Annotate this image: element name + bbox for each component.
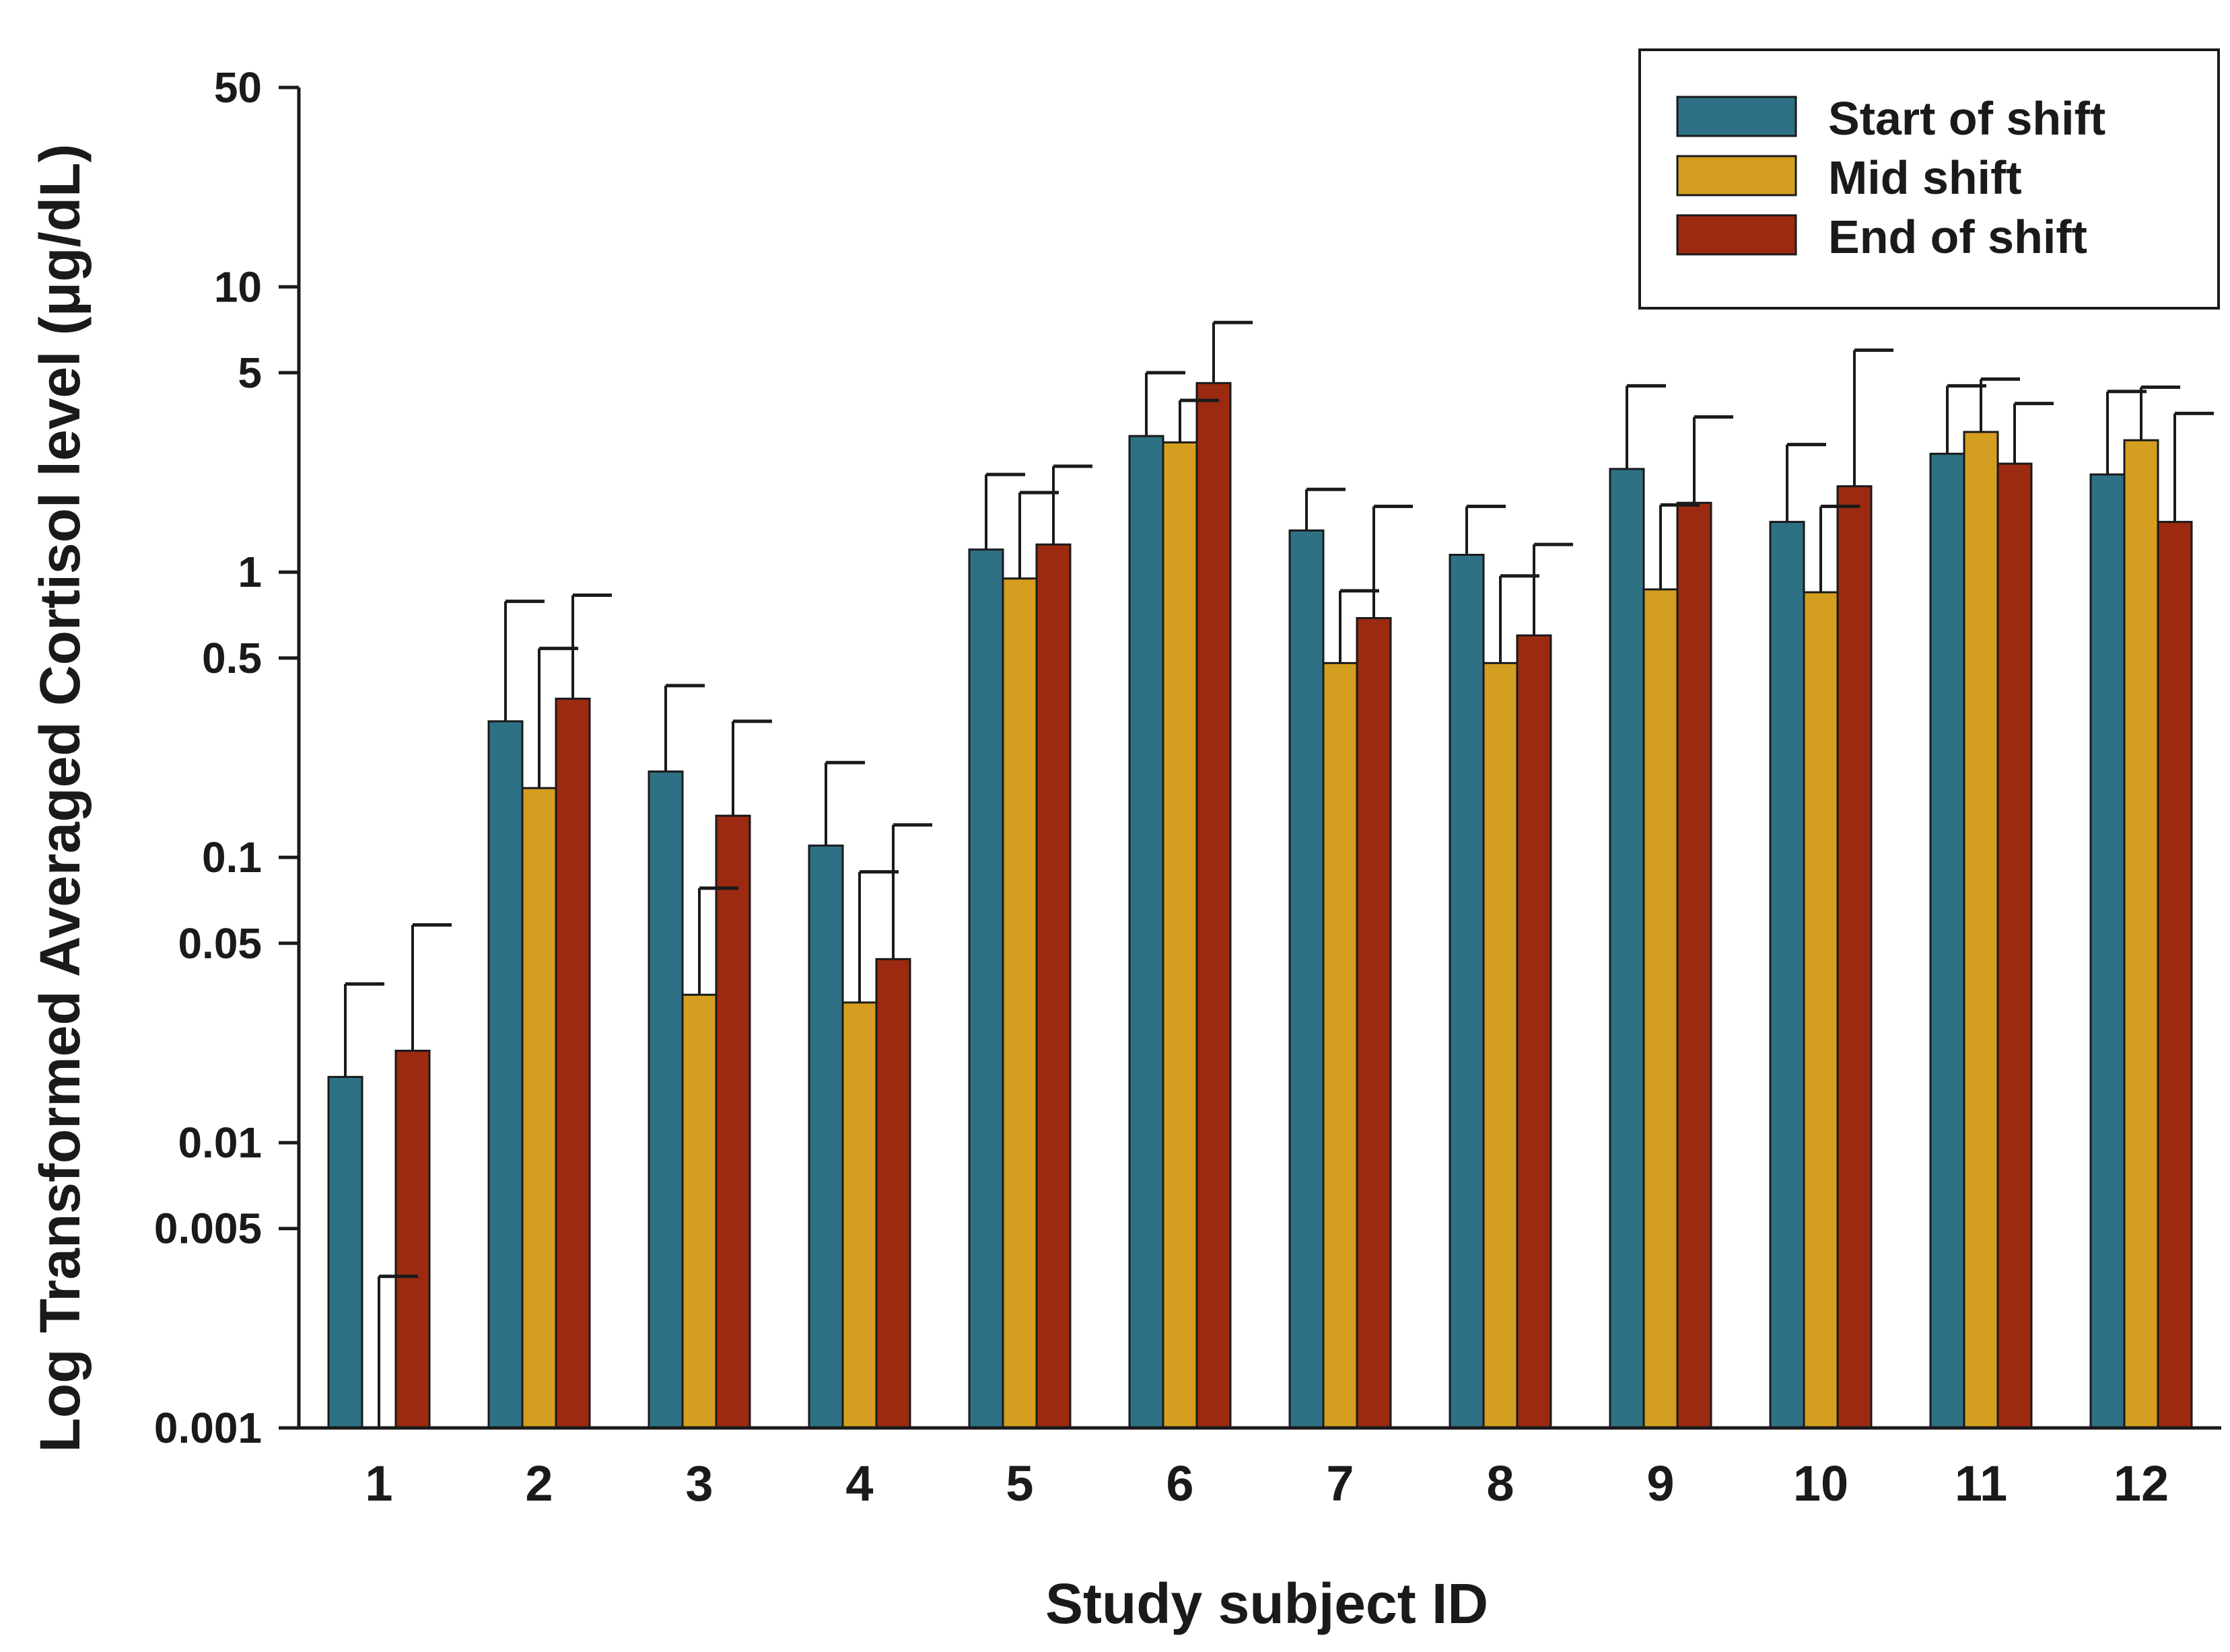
bar-mid-shift-subject-10 bbox=[1803, 591, 1839, 1429]
y-tick-label: 0.01 bbox=[178, 1118, 262, 1167]
bar-mid-shift-subject-7 bbox=[1322, 661, 1358, 1429]
bar-start-of-shift-subject-10 bbox=[1769, 521, 1805, 1429]
x-tick-label: 10 bbox=[1793, 1456, 1848, 1511]
bar-start-of-shift-subject-11 bbox=[1929, 452, 1965, 1429]
bar-end-of-shift-subject-5 bbox=[1035, 543, 1072, 1429]
bar-end-of-shift-subject-1 bbox=[394, 1049, 431, 1429]
bar-end-of-shift-subject-10 bbox=[1836, 485, 1873, 1429]
bar-end-of-shift-subject-8 bbox=[1516, 634, 1552, 1429]
x-tick-label: 12 bbox=[2114, 1456, 2169, 1511]
bar-start-of-shift-subject-7 bbox=[1288, 529, 1325, 1429]
bar-start-of-shift-subject-8 bbox=[1449, 554, 1485, 1429]
bar-start-of-shift-subject-1 bbox=[327, 1075, 363, 1429]
bars-layer bbox=[327, 382, 2193, 1429]
legend-label-mid-shift: Mid shift bbox=[1828, 151, 2022, 204]
legend-swatch-start-of-shift bbox=[1676, 96, 1797, 137]
x-tick-label: 11 bbox=[1955, 1456, 2007, 1511]
x-tick-label: 3 bbox=[685, 1456, 713, 1511]
bar-mid-shift-subject-3 bbox=[681, 993, 718, 1429]
legend-swatch-end-of-shift bbox=[1676, 214, 1797, 256]
y-tick-label: 0.005 bbox=[154, 1205, 262, 1253]
bar-end-of-shift-subject-12 bbox=[2157, 521, 2193, 1429]
legend: Start of shift Mid shift End of shift bbox=[1638, 48, 2220, 310]
bar-start-of-shift-subject-6 bbox=[1128, 435, 1164, 1429]
y-tick-label: 0.5 bbox=[202, 634, 262, 682]
y-tick-label: 0.1 bbox=[202, 833, 262, 882]
bar-mid-shift-subject-4 bbox=[841, 1001, 878, 1429]
bar-start-of-shift-subject-9 bbox=[1609, 468, 1645, 1429]
bar-mid-shift-subject-5 bbox=[1002, 577, 1038, 1429]
y-tick-label: 1 bbox=[238, 548, 262, 596]
y-tick-label: 10 bbox=[214, 262, 262, 311]
y-tick-label: 5 bbox=[238, 349, 262, 397]
bar-end-of-shift-subject-6 bbox=[1195, 382, 1232, 1429]
x-tick-label: 9 bbox=[1646, 1456, 1674, 1511]
bar-mid-shift-subject-9 bbox=[1642, 588, 1679, 1429]
x-tick-label: 4 bbox=[845, 1456, 873, 1511]
x-tick-label: 5 bbox=[1006, 1456, 1033, 1511]
y-tick-label: 0.05 bbox=[178, 919, 262, 968]
x-tick-label: 2 bbox=[525, 1456, 553, 1511]
error-bars-layer bbox=[344, 320, 2214, 1428]
bar-start-of-shift-subject-3 bbox=[648, 770, 684, 1429]
bar-end-of-shift-subject-9 bbox=[1676, 501, 1712, 1429]
bar-mid-shift-subject-8 bbox=[1482, 661, 1519, 1429]
bar-start-of-shift-subject-2 bbox=[487, 720, 524, 1429]
bar-end-of-shift-subject-4 bbox=[875, 958, 911, 1429]
bar-start-of-shift-subject-4 bbox=[808, 845, 844, 1429]
y-ticks: 0.001 0.005 0.01 0.05 0.1 0.5 1 5 10 50 bbox=[154, 63, 299, 1452]
y-tick-label: 0.001 bbox=[154, 1404, 262, 1452]
bar-end-of-shift-subject-7 bbox=[1356, 617, 1392, 1429]
bar-start-of-shift-subject-5 bbox=[968, 548, 1004, 1429]
y-tick-label: 50 bbox=[214, 63, 262, 112]
x-ticks: 1 2 3 4 5 6 7 8 9 10 11 12 bbox=[365, 1456, 2169, 1511]
bar-mid-shift-subject-11 bbox=[1963, 431, 1999, 1429]
bar-mid-shift-subject-6 bbox=[1162, 441, 1198, 1429]
legend-label-end-of-shift: End of shift bbox=[1828, 211, 2087, 263]
x-tick-label: 1 bbox=[365, 1456, 392, 1511]
legend-swatch-mid-shift bbox=[1676, 155, 1797, 196]
bar-end-of-shift-subject-2 bbox=[555, 697, 591, 1429]
x-tick-label: 7 bbox=[1326, 1456, 1354, 1511]
bar-end-of-shift-subject-3 bbox=[715, 814, 751, 1429]
axes-layer bbox=[297, 87, 2221, 1430]
y-axis-title: Log Transformed Averaged Cortisol level … bbox=[28, 144, 92, 1453]
bar-end-of-shift-subject-11 bbox=[1996, 462, 2033, 1429]
x-tick-label: 8 bbox=[1486, 1456, 1514, 1511]
x-axis-title: Study subject ID bbox=[1045, 1572, 1488, 1635]
x-tick-label: 6 bbox=[1166, 1456, 1193, 1511]
bar-mid-shift-subject-12 bbox=[2123, 439, 2159, 1429]
legend-label-start-of-shift: Start of shift bbox=[1828, 92, 2105, 145]
bar-mid-shift-subject-2 bbox=[521, 787, 557, 1429]
bar-start-of-shift-subject-12 bbox=[2089, 473, 2126, 1429]
